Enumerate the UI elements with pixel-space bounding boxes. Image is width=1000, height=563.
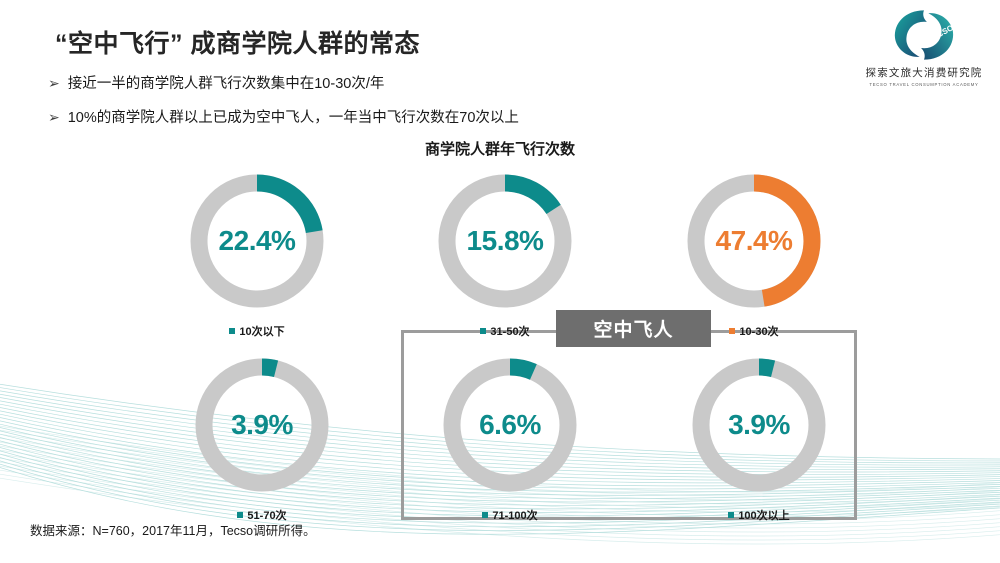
source-note: 数据来源：N=760，2017年11月，Tecso调研所得。 xyxy=(30,524,316,538)
donut-value-arc xyxy=(438,174,572,308)
legend-swatch-icon xyxy=(482,512,489,518)
donut-ring: 22.4% xyxy=(184,168,330,314)
legend-label: 10次以下 xyxy=(239,326,285,338)
donut-legend: 10-30次 xyxy=(681,323,827,339)
donut-gauge: 22.4% 10次以下 xyxy=(184,168,330,339)
frequent-flyer-badge: 空中飞人 xyxy=(556,310,711,347)
donut-gauge: 3.9% 51-70次 xyxy=(189,352,335,523)
chart-title: 商学院人群年飞行次数 xyxy=(424,141,575,158)
donut-value-label: 3.9% xyxy=(231,409,293,440)
page-title: “空中飞行” 成商学院人群的常态 xyxy=(55,30,420,58)
donut-value-arc xyxy=(190,174,324,308)
legend-label: 71-100次 xyxy=(492,510,538,522)
legend-label: 100次以上 xyxy=(738,510,790,522)
bullet-text: 10%的商学院人群以上已成为空中飞人，一年当中飞行次数在70次以上 xyxy=(67,110,519,126)
legend-label: 51-70次 xyxy=(247,510,287,522)
donut-legend: 71-100次 xyxy=(437,507,583,523)
donut-value-label: 3.9% xyxy=(728,409,790,440)
donut-legend: 100次以上 xyxy=(686,507,832,523)
legend-swatch-icon xyxy=(229,328,236,334)
donut-legend: 31-50次 xyxy=(432,323,578,339)
donut-gauge: 3.9% 100次以上 xyxy=(686,352,832,523)
donut-value-label: 22.4% xyxy=(218,225,296,256)
donut-ring: 6.6% xyxy=(437,352,583,498)
donut-ring: 3.9% xyxy=(686,352,832,498)
donut-value-arc xyxy=(195,358,329,492)
legend-label: 31-50次 xyxy=(490,326,530,338)
donut-value-arc xyxy=(443,358,577,492)
donut-ring: 15.8% xyxy=(432,168,578,314)
donut-value-label: 15.8% xyxy=(466,225,544,256)
bullet-arrow-icon: ➢ xyxy=(48,109,60,125)
logo-name-cn: 探索文旅大消费研究院 xyxy=(865,67,983,79)
bullet-text: 接近一半的商学院人群飞行次数集中在10-30次/年 xyxy=(67,76,385,92)
logo-name-en: TECSO TRAVEL CONSUMPTION ACADEMY xyxy=(869,82,979,87)
donut-value-label: 47.4% xyxy=(715,225,793,256)
donut-ring: 47.4% xyxy=(681,168,827,314)
legend-swatch-icon xyxy=(237,512,244,518)
donut-gauge: 15.8% 31-50次 xyxy=(432,168,578,339)
donut-legend: 10次以下 xyxy=(184,323,330,339)
donut-legend: 51-70次 xyxy=(189,507,335,523)
donut-ring: 3.9% xyxy=(189,352,335,498)
donut-value-arc xyxy=(692,358,826,492)
legend-swatch-icon xyxy=(480,328,487,334)
donut-value-arc xyxy=(687,174,821,308)
legend-swatch-icon xyxy=(729,328,736,334)
legend-swatch-icon xyxy=(728,512,735,518)
donut-value-label: 6.6% xyxy=(479,409,541,440)
legend-label: 10-30次 xyxy=(739,326,779,338)
donut-gauge: 6.6% 71-100次 xyxy=(437,352,583,523)
tecso-logo-icon: TECSO xyxy=(894,10,955,60)
bullet-item: ➢ 接近一半的商学院人群飞行次数集中在10-30次/年 xyxy=(48,72,384,93)
donut-gauge: 47.4% 10-30次 xyxy=(681,168,827,339)
bullet-item: ➢ 10%的商学院人群以上已成为空中飞人，一年当中飞行次数在70次以上 xyxy=(48,106,519,127)
company-logo: TECSO 探索文旅大消费研究院 TECSO TRAVEL CONSUMPTIO… xyxy=(860,6,988,87)
bullet-arrow-icon: ➢ xyxy=(48,75,60,91)
